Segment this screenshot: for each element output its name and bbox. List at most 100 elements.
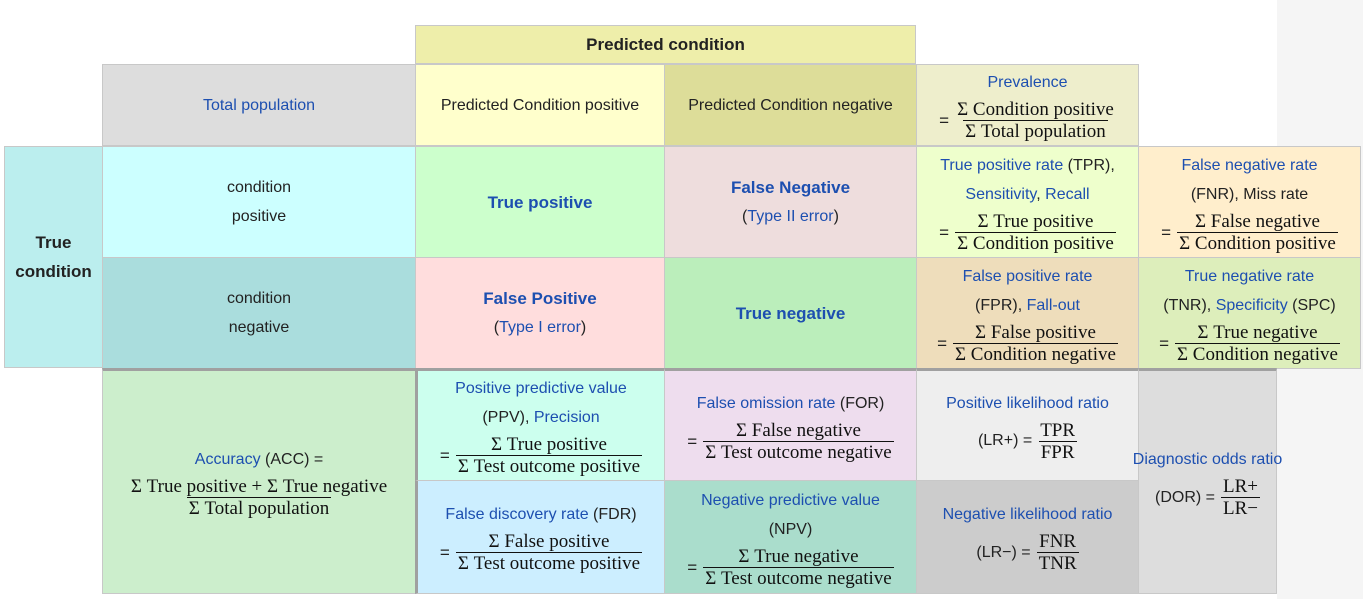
type-ii-error-link[interactable]: Type II error (747, 208, 834, 225)
tpr-cell: True positive rate (TPR), Sensitivity, R… (916, 146, 1139, 258)
total-population-link[interactable]: Total population (202, 96, 316, 114)
recall-link[interactable]: Recall (1040, 185, 1090, 203)
fraction: FNR TNR (1036, 531, 1079, 574)
numerator: LR+ (1223, 476, 1258, 497)
type-ii-error-note: (Type II error) (742, 202, 839, 231)
predicted-condition-label: Predicted condition (586, 35, 745, 54)
denominator: Σ Total population (186, 497, 332, 519)
tpr-abbr: (TPR), (1063, 156, 1115, 174)
fdr-link[interactable]: False discovery rate (445, 506, 589, 523)
for-formula: = Σ False negative Σ Test outcome negati… (687, 419, 894, 463)
fall-out-link[interactable]: Fall-out (1026, 296, 1080, 314)
condition-positive-line2: positive (231, 208, 287, 225)
fraction: TPR FPR (1038, 420, 1077, 463)
predicted-positive-label: Predicted Condition positive (440, 96, 640, 114)
sensitivity-link[interactable]: Sensitivity (965, 185, 1037, 203)
denominator: LR− (1221, 497, 1260, 519)
fpr-link[interactable]: False positive rate (962, 267, 1093, 285)
dor-label: (DOR) = (1155, 488, 1215, 506)
fdr-formula: = Σ False positive Σ Test outcome positi… (440, 531, 643, 574)
npv-link[interactable]: Negative predictive value (701, 491, 880, 509)
fraction: Σ False negative Σ Condition positive (1177, 211, 1338, 254)
ppv-link[interactable]: Positive predictive value (455, 380, 627, 397)
prevalence-formula: = Σ Condition positive Σ Total populatio… (939, 99, 1116, 142)
fdr-abbr: (FDR) (588, 506, 637, 523)
tpr-title: True positive rate (TPR), (940, 151, 1115, 180)
true-positive-cell: True positive (415, 146, 665, 258)
fraction: LR+ LR− (1221, 476, 1260, 519)
accuracy-formula: Σ True positive + Σ True negative Σ Tota… (129, 476, 389, 519)
denominator: Σ Condition negative (1175, 342, 1340, 365)
lr-negative-formula: (LR−) = FNR TNR (976, 531, 1079, 574)
for-link[interactable]: False omission rate (696, 394, 836, 412)
equals-sign: = (687, 431, 698, 451)
true-negative-cell: True negative (664, 257, 917, 369)
fnr-formula: = Σ False negative Σ Condition positive (1161, 211, 1338, 254)
tnr-abbr: (TNR), (1163, 296, 1216, 314)
tpr-aliases: Sensitivity, Recall (965, 180, 1089, 209)
numerator: Σ False negative (1194, 210, 1320, 232)
numerator: TPR (1040, 419, 1076, 441)
npv-cell: Negative predictive value (NPV) = Σ True… (664, 480, 917, 594)
denominator: Σ Condition negative (953, 342, 1118, 365)
fraction: Σ False negative Σ Test outcome negative (703, 419, 894, 463)
lr-positive-link[interactable]: Positive likelihood ratio (946, 394, 1109, 412)
fraction: Σ Condition positive Σ Total population (955, 99, 1116, 142)
fpr-aliases: (FPR), Fall-out (975, 291, 1080, 320)
total-population-cell[interactable]: Total population (102, 64, 416, 146)
prevalence-cell: Prevalence = Σ Condition positive Σ Tota… (916, 64, 1139, 146)
true-positive-link[interactable]: True positive (487, 192, 593, 212)
false-negative-link[interactable]: False Negative (730, 178, 851, 197)
true-condition-line1: True (35, 233, 72, 252)
fnr-link[interactable]: False negative rate (1181, 156, 1318, 174)
fraction: Σ False positive Σ Test outcome positive (455, 531, 643, 574)
tnr-cell: True negative rate (TNR), Specificity (S… (1138, 257, 1361, 369)
fraction: Σ True positive Σ Test outcome positive (455, 434, 643, 477)
denominator: Σ Test outcome positive (455, 552, 643, 574)
predicted-positive-cell: Predicted Condition positive (415, 64, 665, 146)
numerator: Σ True negative (738, 545, 859, 567)
npv-abbr: (NPV) (768, 520, 813, 538)
denominator: Σ Total population (963, 120, 1108, 142)
accuracy-cell: Accuracy (ACC) = Σ True positive + Σ Tru… (102, 368, 416, 594)
lr-negative-cell: Negative likelihood ratio (LR−) = FNR TN… (916, 480, 1139, 594)
lr-negative-label: (LR−) = (976, 543, 1031, 561)
for-abbr: (FOR) (835, 394, 885, 412)
type-i-error-note: (Type I error) (494, 313, 586, 342)
lr-positive-formula: (LR+) = TPR FPR (978, 420, 1077, 463)
false-positive-link[interactable]: False Positive (483, 289, 597, 308)
fraction: Σ False positive Σ Condition negative (953, 322, 1118, 365)
fpr-cell: False positive rate (FPR), Fall-out = Σ … (916, 257, 1139, 369)
precision-link[interactable]: Precision (533, 409, 600, 426)
open-paren: ( (742, 208, 748, 225)
lr-positive-cell: Positive likelihood ratio (LR+) = TPR FP… (916, 368, 1139, 481)
specificity-link[interactable]: Specificity (1215, 296, 1288, 314)
close-paren: ) (833, 208, 839, 225)
type-i-error-link[interactable]: Type I error (499, 319, 581, 336)
denominator: Σ Test outcome positive (455, 455, 643, 477)
denominator: Σ Condition positive (1177, 231, 1338, 254)
tnr-link[interactable]: True negative rate (1184, 267, 1315, 285)
spc-abbr: (SPC) (1287, 296, 1336, 314)
fraction: Σ True positive Σ Condition positive (955, 211, 1116, 254)
true-negative-link[interactable]: True negative (735, 303, 846, 323)
equals-sign: = (939, 222, 950, 242)
predicted-negative-label: Predicted Condition negative (688, 96, 893, 114)
equals-sign: = (937, 333, 947, 353)
accuracy-link[interactable]: Accuracy (194, 451, 261, 468)
fpr-formula: = Σ False positive Σ Condition negative (937, 322, 1118, 365)
condition-negative-line2: negative (228, 319, 290, 336)
equals-sign: = (687, 557, 698, 577)
numerator: FNR (1039, 531, 1077, 552)
lr-negative-link[interactable]: Negative likelihood ratio (942, 506, 1113, 523)
tpr-link[interactable]: True positive rate (940, 156, 1064, 174)
condition-negative-line1: condition (226, 290, 292, 307)
ppv-aliases: (PPV), Precision (482, 403, 599, 432)
numerator: Σ False negative (735, 419, 861, 441)
denominator: Σ Test outcome negative (703, 440, 894, 463)
prevalence-link[interactable]: Prevalence (987, 74, 1068, 91)
accuracy-abbr: (ACC) = (260, 451, 324, 468)
denominator: TNR (1036, 552, 1079, 574)
dor-link[interactable]: Diagnostic odds ratio (1132, 451, 1283, 468)
true-condition-line2: condition (15, 262, 92, 281)
